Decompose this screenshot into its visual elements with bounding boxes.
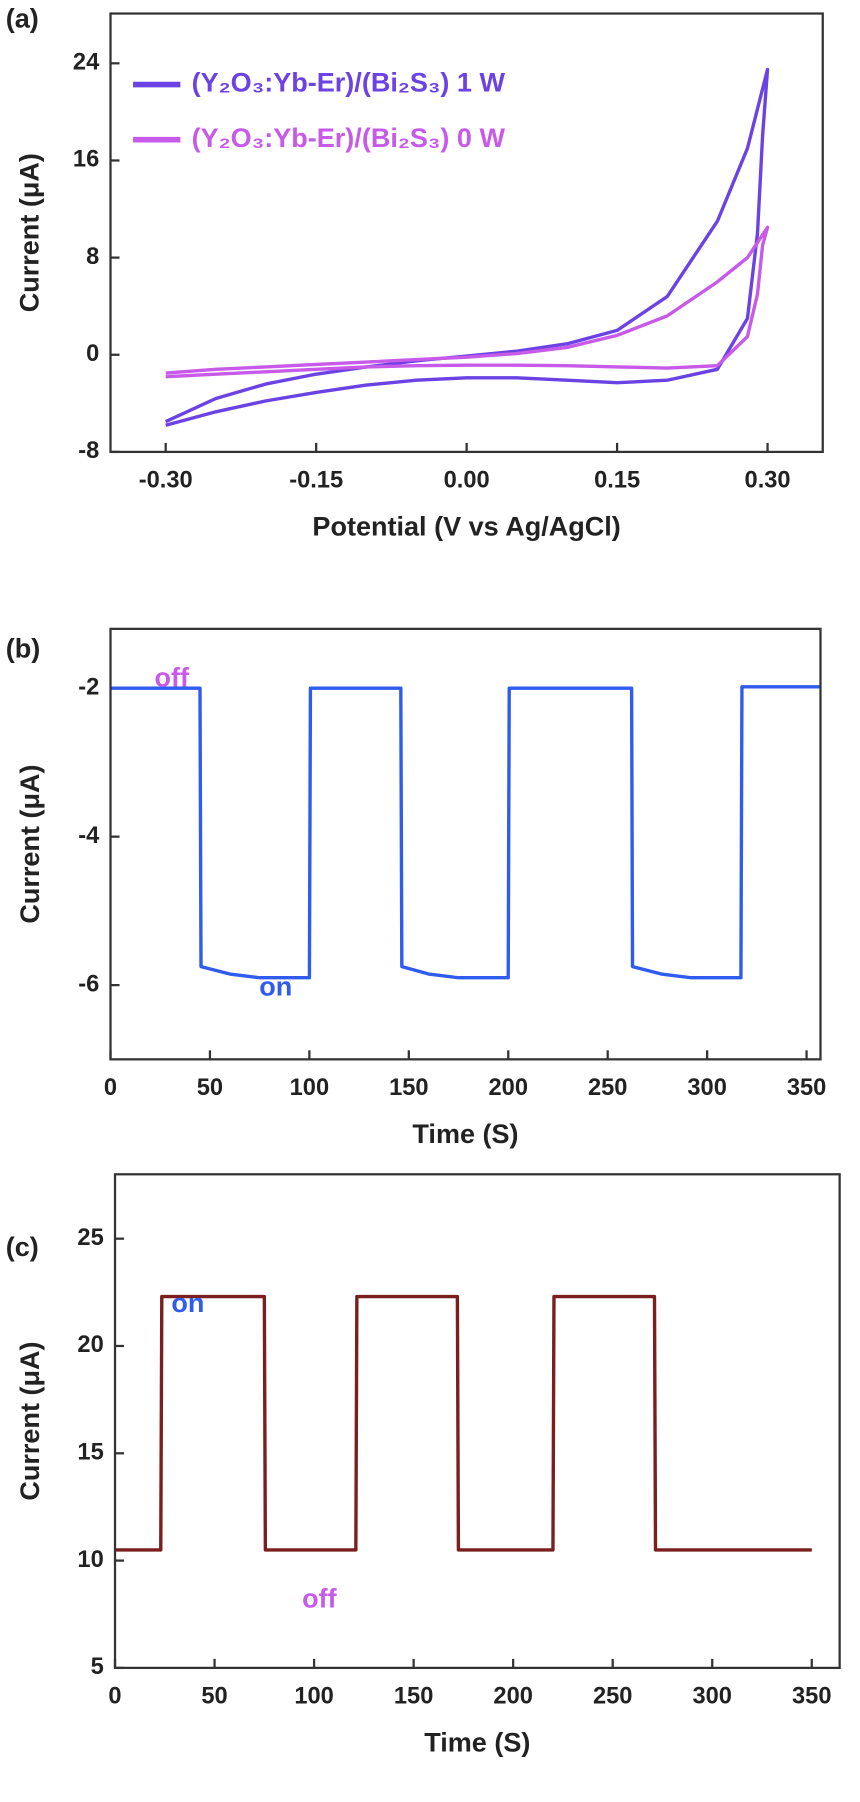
x-tick-label: 250 [588, 1075, 627, 1101]
y-tick-label: 10 [77, 1547, 103, 1573]
x-tick-label: 350 [792, 1683, 831, 1709]
x-tick-label: 300 [687, 1075, 726, 1101]
x-axis-title: Potential (V vs Ag/AgCl) [312, 512, 620, 542]
annotation: off [154, 663, 190, 693]
y-tick-label: 5 [91, 1654, 104, 1680]
y-tick-label: 15 [77, 1440, 103, 1466]
plot-frame [109, 627, 822, 1061]
x-tick-label: 100 [294, 1683, 333, 1709]
x-tick-label: 250 [593, 1683, 632, 1709]
y-tick-label: -2 [78, 674, 99, 700]
y-tick-label: 0 [86, 341, 99, 367]
x-tick-label: 0.30 [745, 467, 791, 493]
data-line [110, 685, 821, 980]
x-tick-label: 200 [493, 1683, 532, 1709]
y-tick-label: 8 [86, 244, 99, 270]
x-tick-label: 0.00 [444, 467, 490, 493]
x-tick-label: 0.15 [594, 467, 640, 493]
panel-label: (a) [6, 3, 39, 33]
y-tick-label: -4 [78, 823, 100, 849]
x-tick-label: 100 [290, 1075, 329, 1101]
x-tick-label: -0.30 [139, 467, 193, 493]
y-axis-title: Current (μA) [15, 1341, 45, 1500]
x-tick-label: 200 [489, 1075, 528, 1101]
y-tick-label: 25 [77, 1225, 103, 1251]
x-tick-label: 350 [787, 1075, 826, 1101]
y-tick-label: -6 [78, 971, 99, 997]
y-tick-label: 16 [73, 147, 99, 173]
x-tick-label: 50 [197, 1075, 223, 1101]
x-tick-label: 50 [201, 1683, 227, 1709]
x-tick-label: 0 [104, 1075, 117, 1101]
x-tick-label: 0 [108, 1683, 121, 1709]
y-tick-label: 24 [73, 50, 100, 76]
y-tick-label: 20 [77, 1332, 103, 1358]
x-tick-label: 150 [394, 1683, 433, 1709]
annotation: off [302, 1583, 338, 1613]
x-tick-label: 150 [389, 1075, 428, 1101]
data-line [165, 225, 770, 379]
legend-label: (Y₂O₃:Yb-Er)/(Bi₂S₃) 1 W [192, 68, 506, 98]
annotation: on [259, 971, 292, 1001]
data-line [165, 67, 770, 427]
legend-label: (Y₂O₃:Yb-Er)/(Bi₂S₃) 0 W [192, 123, 506, 153]
x-axis-title: Time (S) [424, 1728, 530, 1758]
y-tick-label: -8 [78, 438, 99, 464]
y-axis-title: Current (μA) [15, 153, 45, 312]
plot-frame [109, 12, 824, 454]
x-axis-title: Time (S) [412, 1119, 518, 1149]
x-tick-label: -0.15 [289, 467, 343, 493]
annotation: on [171, 1288, 204, 1318]
data-line [115, 1294, 812, 1552]
panel-label: (b) [6, 633, 41, 663]
plot-frame [113, 1173, 841, 1670]
y-axis-title: Current (μA) [15, 764, 45, 923]
panel-label: (c) [6, 1232, 39, 1262]
x-tick-label: 300 [692, 1683, 731, 1709]
